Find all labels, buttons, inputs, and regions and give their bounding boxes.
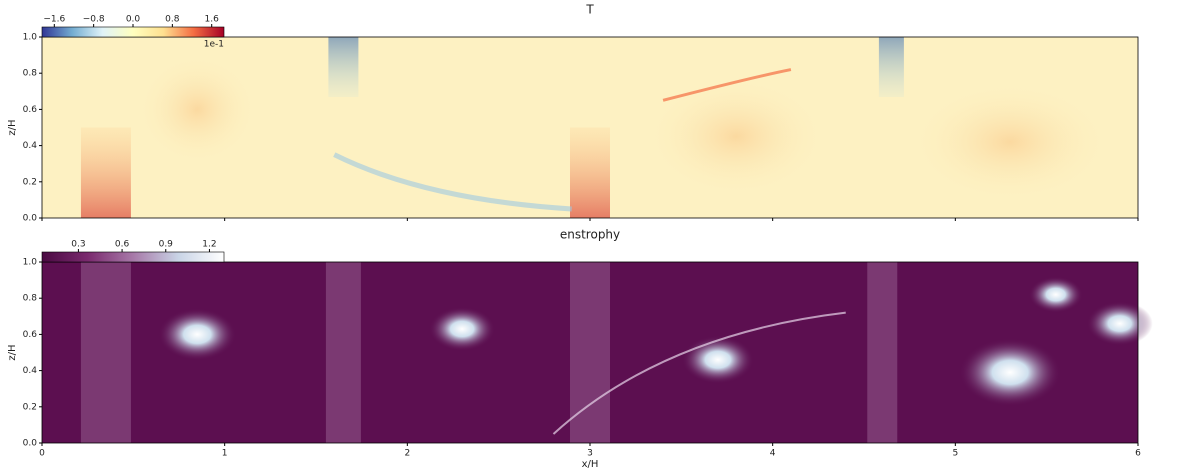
x-tick-label: 1 (222, 449, 228, 459)
x-tick-label: 0 (39, 449, 45, 459)
plume-band (867, 262, 898, 443)
y-tick-label: 0.8 (23, 69, 38, 79)
cold-filament (333, 152, 572, 212)
colorbar-tick-label: −1.6 (43, 15, 65, 25)
vortex (1028, 276, 1083, 313)
y-tick-label: 0.6 (23, 105, 38, 115)
y-tick-label: 0.2 (23, 402, 37, 412)
y-tick-label: 0.0 (23, 439, 38, 449)
x-tick-label: 2 (404, 449, 410, 459)
colorbar-tick-label: 0.3 (71, 240, 85, 250)
x-tick-label: 4 (770, 449, 776, 459)
plume-band (80, 262, 131, 443)
colorbar-tick-label: 1.2 (202, 240, 216, 250)
cold-plume (878, 37, 904, 97)
panel-title: enstrophy (560, 228, 620, 242)
colorbar-tick-label: 0.0 (126, 15, 141, 25)
x-tick-label: 6 (1135, 449, 1141, 459)
vortex (429, 306, 496, 351)
hot-plume (570, 127, 610, 218)
y-tick-label: 0.0 (23, 214, 38, 224)
filament (552, 311, 846, 435)
colorbar-tick-label: 0.6 (115, 240, 130, 250)
plume-band (570, 262, 610, 443)
x-axis-label: x/H (582, 459, 599, 468)
vortex (959, 338, 1062, 407)
vortex (1086, 301, 1153, 346)
y-tick-label: 0.8 (23, 294, 38, 304)
y-tick-label: 0.4 (23, 141, 38, 151)
vortex (158, 308, 237, 361)
panel-title: T (585, 3, 594, 17)
warm-filament (662, 68, 792, 102)
cold-plume (328, 37, 359, 97)
colorbar-tick-label: 0.8 (165, 15, 180, 25)
y-tick-label: 1.0 (23, 258, 38, 268)
colorbar-offset-label: 1e-1 (204, 40, 224, 50)
colorbar-tick-label: 1.6 (205, 15, 220, 25)
colorbar-tick-label: −0.8 (83, 15, 105, 25)
vortex (910, 81, 1111, 202)
plume-band (325, 262, 361, 443)
hot-plume (80, 127, 131, 218)
colorbar (41, 26, 225, 38)
vortex (646, 76, 827, 197)
y-tick-label: 0.4 (23, 366, 38, 376)
vortex (137, 54, 258, 165)
colorbar-tick-label: 0.9 (159, 240, 174, 250)
colorbar (41, 251, 225, 263)
vortex (681, 335, 754, 384)
x-tick-label: 5 (952, 449, 958, 459)
y-axis-label: z/H (7, 119, 18, 135)
y-tick-label: 0.2 (23, 177, 37, 187)
y-axis-label: z/H (7, 344, 18, 360)
y-tick-label: 1.0 (23, 33, 38, 43)
x-tick-label: 3 (587, 449, 593, 459)
y-tick-label: 0.6 (23, 330, 38, 340)
